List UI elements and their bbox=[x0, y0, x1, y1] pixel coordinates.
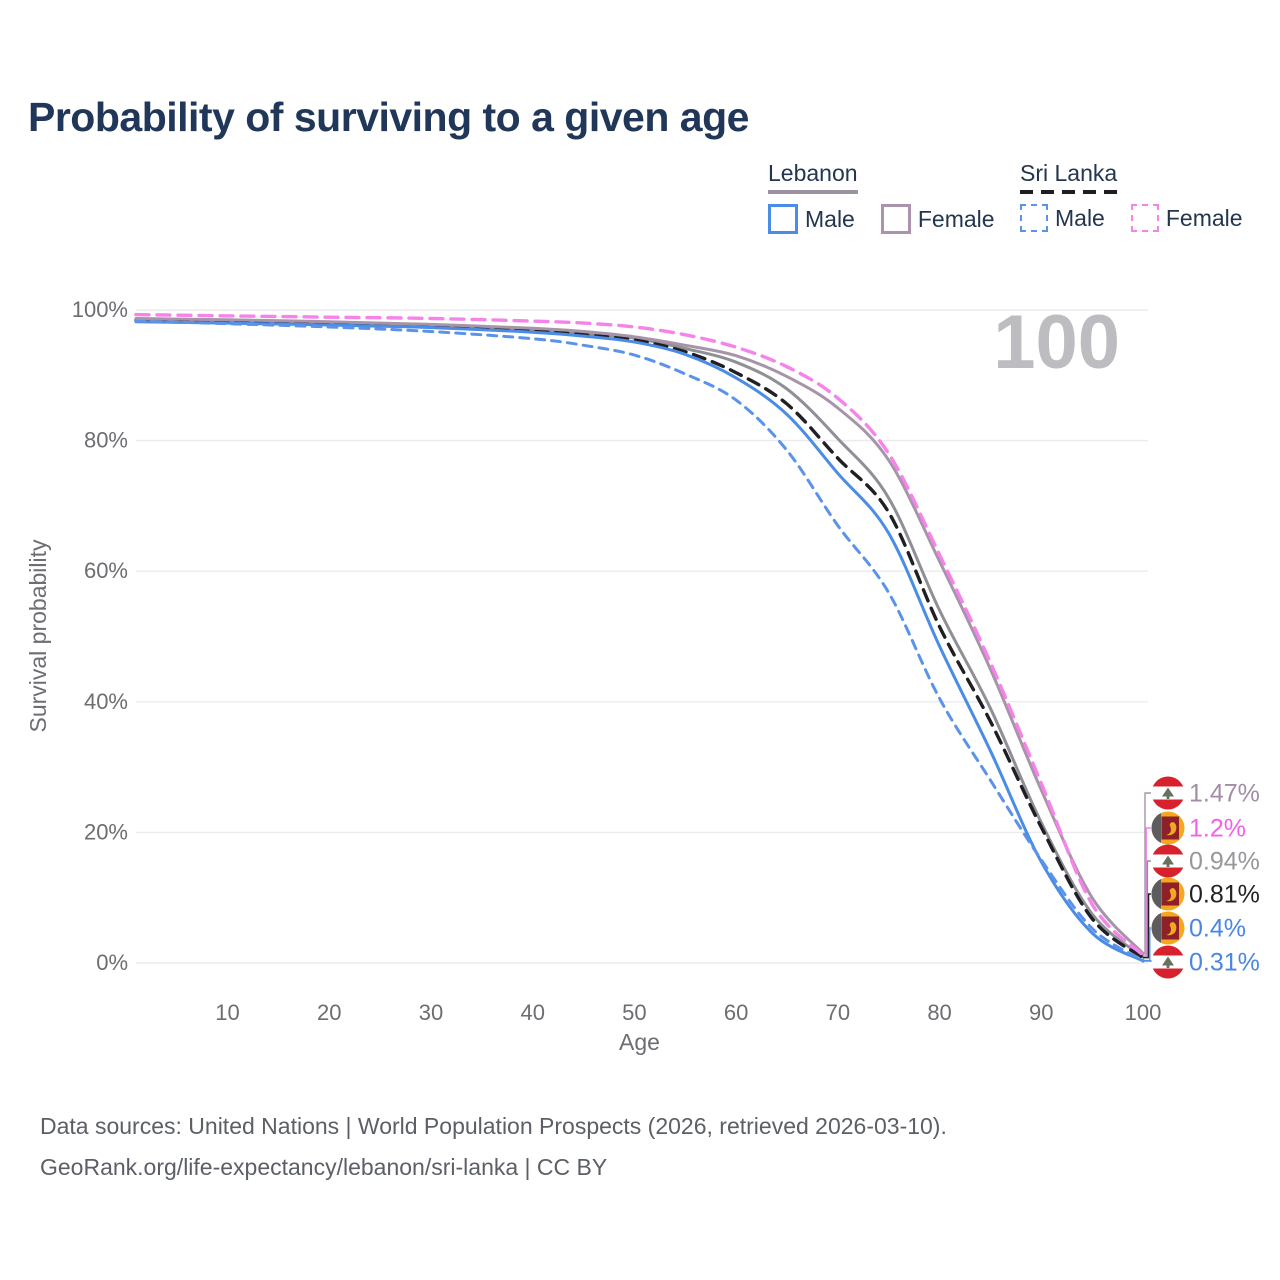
legend-item-lebanon-female-label: Female bbox=[917, 205, 995, 232]
y-tick-label: 40% bbox=[84, 689, 128, 714]
x-tick-label: 70 bbox=[826, 1000, 850, 1025]
legend-group-lebanon: Lebanon Male Female bbox=[768, 160, 995, 234]
legend-item-sri-lanka-female[interactable]: Female bbox=[1130, 204, 1243, 232]
x-axis-title: Age bbox=[619, 1029, 660, 1055]
x-tick-label: 40 bbox=[520, 1000, 544, 1025]
y-tick-label: 100% bbox=[72, 297, 128, 322]
legend-group-sri-lanka: Sri Lanka Male Female bbox=[1020, 160, 1243, 232]
legend-item-lebanon-male-label: Male bbox=[805, 205, 855, 232]
x-tick-label: 80 bbox=[927, 1000, 951, 1025]
end-value-label: 1.47% bbox=[1189, 780, 1260, 808]
end-value-label: 0.94% bbox=[1189, 848, 1260, 876]
sri-lanka-female-swatch-icon bbox=[1130, 204, 1159, 232]
sri-lanka-flag-icon bbox=[1151, 877, 1185, 911]
curve-lebanon-male bbox=[134, 320, 1145, 963]
lebanon-both-line-swatch bbox=[768, 190, 858, 194]
end-label-connector bbox=[1143, 860, 1151, 958]
legend-item-lebanon-female[interactable]: Female bbox=[880, 204, 995, 234]
y-tick-label: 60% bbox=[84, 558, 128, 583]
end-value-label: 0.4% bbox=[1189, 915, 1246, 943]
lebanon-flag-icon bbox=[1151, 945, 1185, 979]
legend-country-lebanon-label: Lebanon bbox=[768, 160, 858, 186]
end-label-connector bbox=[1143, 893, 1151, 959]
lebanon-flag-icon bbox=[1151, 776, 1185, 810]
x-tick-label: 90 bbox=[1029, 1000, 1053, 1025]
curve-lebanon-female bbox=[134, 317, 1145, 955]
plot-area[interactable] bbox=[136, 310, 1143, 963]
x-tick-label: 10 bbox=[215, 1000, 239, 1025]
sri-lanka-flag-icon bbox=[1151, 811, 1185, 845]
attribution-line: GeoRank.org/life-expectancy/lebanon/sri-… bbox=[40, 1154, 608, 1180]
source-note: Data sources: United Nations | World Pop… bbox=[40, 1106, 947, 1188]
end-value-label: 1.2% bbox=[1189, 815, 1246, 843]
y-tick-label: 20% bbox=[84, 819, 128, 844]
curve-sri-lanka-female bbox=[134, 312, 1145, 957]
y-axis-title: Survival probability bbox=[25, 539, 51, 733]
end-label-connector bbox=[1143, 827, 1151, 956]
legend-item-sri-lanka-male-label: Male bbox=[1055, 204, 1105, 231]
lebanon-female-swatch-icon bbox=[880, 204, 911, 234]
end-label-connector bbox=[1143, 792, 1151, 955]
lebanon-male-swatch-icon bbox=[768, 204, 798, 234]
x-tick-label: 100 bbox=[1125, 1000, 1162, 1025]
data-sources-line: Data sources: United Nations | World Pop… bbox=[40, 1113, 947, 1139]
legend-item-lebanon-male[interactable]: Male bbox=[768, 204, 855, 234]
x-tick-label: 50 bbox=[622, 1000, 646, 1025]
end-label-connector bbox=[1143, 960, 1152, 962]
x-tick-label: 60 bbox=[724, 1000, 748, 1025]
end-value-label: 0.31% bbox=[1189, 949, 1260, 977]
y-tick-label: 80% bbox=[84, 428, 128, 453]
legend-country-sri-lanka-label: Sri Lanka bbox=[1020, 160, 1118, 186]
sri-lanka-flag-icon bbox=[1151, 911, 1185, 945]
legend-country-lebanon[interactable]: Lebanon bbox=[768, 160, 858, 194]
hover-age-watermark: 100 bbox=[993, 300, 1120, 385]
x-tick-label: 20 bbox=[317, 1000, 341, 1025]
chart-title: Probability of surviving to a given age bbox=[28, 94, 749, 140]
legend-item-sri-lanka-female-label: Female bbox=[1165, 204, 1243, 231]
sri-lanka-male-swatch-icon bbox=[1020, 204, 1048, 232]
curve-sri-lanka-male bbox=[134, 319, 1145, 962]
lebanon-flag-icon bbox=[1151, 844, 1185, 878]
legend-item-sri-lanka-male[interactable]: Male bbox=[1020, 204, 1105, 232]
end-value-label: 0.81% bbox=[1189, 881, 1260, 909]
x-tick-label: 30 bbox=[419, 1000, 443, 1025]
sri-lanka-both-line-swatch bbox=[1020, 190, 1118, 194]
y-tick-label: 0% bbox=[96, 950, 128, 975]
legend-country-sri-lanka[interactable]: Sri Lanka bbox=[1020, 160, 1118, 194]
